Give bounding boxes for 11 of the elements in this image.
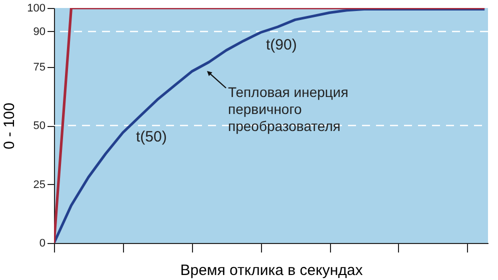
y-tick-label: 75 [33,61,46,74]
ref-line-label: t(50) [136,128,167,146]
y-tick-label: 25 [33,178,46,191]
y-tick-label: 0 [39,238,46,250]
y-axis-title: 0 - 100 [1,102,18,150]
y-tick-label: 50 [33,120,46,132]
y-tick-label: 100 [27,2,46,14]
x-axis-title: Время отклика в секундах [180,262,364,279]
ref-line-label: t(90) [266,36,297,54]
y-tick-label: 90 [33,26,46,38]
annotation: Тепловая инерция первичного преобразователя [228,84,348,134]
